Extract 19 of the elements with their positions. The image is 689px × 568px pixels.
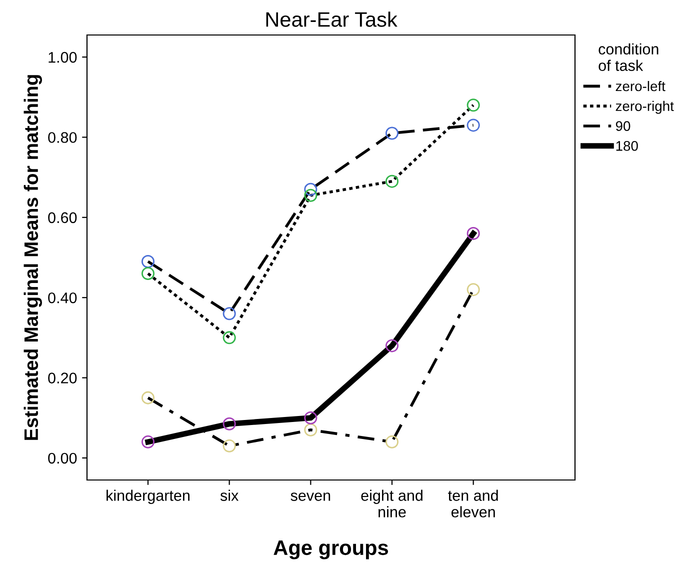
legend-label: zero-left bbox=[616, 80, 666, 92]
x-tick-label: kindergarten bbox=[106, 490, 190, 504]
legend-title: condition of task bbox=[598, 43, 658, 72]
x-tick-label: seven bbox=[290, 492, 330, 501]
y-tick-label: 0.20 bbox=[48, 372, 77, 384]
y-tick-label: 0.00 bbox=[48, 452, 77, 464]
y-tick-label: 1.00 bbox=[48, 52, 77, 63]
x-axis-title: Age groups bbox=[274, 540, 388, 560]
legend-label: zero-right bbox=[616, 100, 674, 114]
y-tick-label: 0.60 bbox=[48, 212, 77, 224]
x-tick-label: ten and eleven bbox=[448, 490, 498, 518]
legend-label: 90 bbox=[616, 121, 630, 131]
x-tick-label: six bbox=[220, 490, 239, 501]
legend-label: 180 bbox=[616, 141, 638, 151]
y-tick-label: 0.40 bbox=[48, 292, 77, 304]
x-tick-label: eight and nine bbox=[361, 490, 422, 518]
y-tick-label: 0.80 bbox=[48, 132, 77, 143]
chart-title: Near-Ear Task bbox=[266, 12, 398, 27]
y-axis-title: Estimated Marginal Means for matching bbox=[24, 75, 42, 440]
